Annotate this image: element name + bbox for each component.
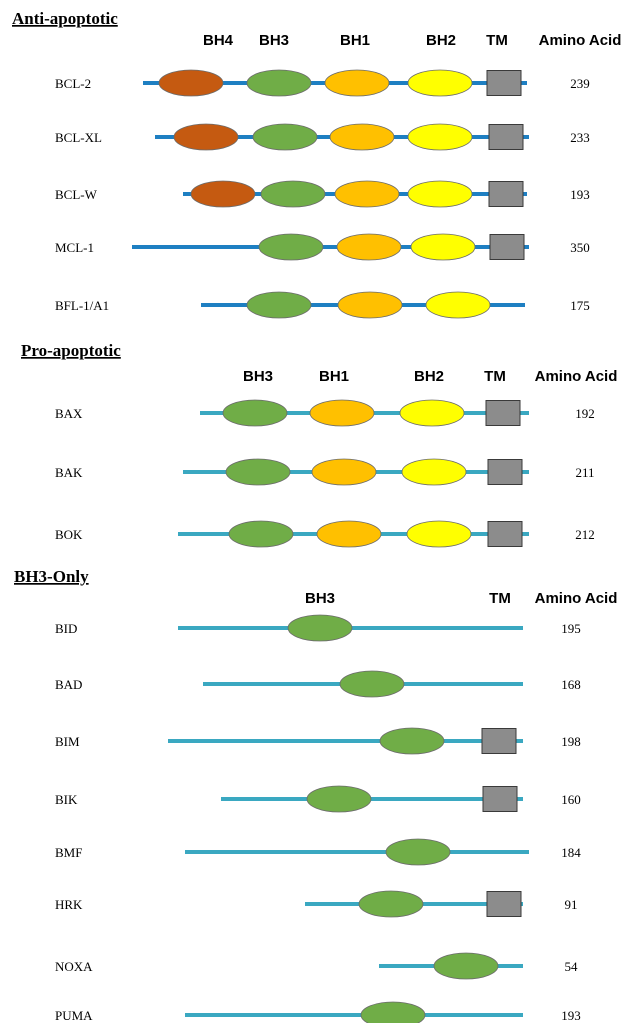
amino-acid-count-bmf: 184 xyxy=(561,845,581,860)
amino-acid-count-bok: 212 xyxy=(575,527,595,542)
bh2-domain-bcl-xl xyxy=(407,123,473,151)
bh1-domain-bak xyxy=(311,458,377,486)
bh2-domain-bcl-2 xyxy=(407,69,473,97)
bh1-domain-bfl-1-a1 xyxy=(337,291,403,319)
protein-name-hrk: HRK xyxy=(55,897,83,912)
column-header-amino-acid: Amino Acid xyxy=(535,590,618,607)
bh3-domain-bfl-1-a1 xyxy=(246,291,312,319)
amino-acid-count-hrk: 91 xyxy=(565,897,578,912)
column-header-bh2: BH2 xyxy=(414,368,444,385)
protein-name-bmf: BMF xyxy=(55,845,82,860)
protein-name-bid: BID xyxy=(55,621,77,636)
tm-domain-bim xyxy=(481,728,517,754)
tm-domain-bok xyxy=(487,521,523,547)
column-header-amino-acid: Amino Acid xyxy=(539,32,622,49)
bh3-domain-bcl-w xyxy=(260,180,326,208)
protein-name-bim: BIM xyxy=(55,734,80,749)
amino-acid-count-puma: 193 xyxy=(561,1008,581,1023)
bh1-domain-bcl-xl xyxy=(329,123,395,151)
bh1-domain-bcl-w xyxy=(334,180,400,208)
column-header-tm: TM xyxy=(489,590,511,607)
amino-acid-count-noxa: 54 xyxy=(565,959,579,974)
amino-acid-count-bim: 198 xyxy=(561,734,581,749)
column-header-bh3: BH3 xyxy=(243,368,273,385)
amino-acid-count-bfl-1-a1: 175 xyxy=(570,298,590,313)
bh2-domain-bfl-1-a1 xyxy=(425,291,491,319)
amino-acid-count-bcl-2: 239 xyxy=(570,76,590,91)
bh3-domain-noxa xyxy=(433,952,499,980)
column-header-tm: TM xyxy=(484,368,506,385)
amino-acid-count-bad: 168 xyxy=(561,677,581,692)
bh3-domain-bmf xyxy=(385,838,451,866)
bh2-domain-bok xyxy=(406,520,472,548)
bh3-domain-bad xyxy=(339,670,405,698)
tm-domain-bcl-xl xyxy=(488,124,524,150)
bh3-domain-mcl-1 xyxy=(258,233,324,261)
section-title-bh3-only: BH3-Only xyxy=(14,567,89,586)
bh3-domain-bid xyxy=(287,614,353,642)
amino-acid-count-bid: 195 xyxy=(561,621,581,636)
tm-domain-bak xyxy=(487,459,523,485)
protein-name-noxa: NOXA xyxy=(55,959,93,974)
bh3-domain-bok xyxy=(228,520,294,548)
protein-name-bcl-w: BCL-W xyxy=(55,187,98,202)
bh3-domain-puma xyxy=(360,1001,426,1023)
section-title-anti-apoptotic: Anti-apoptotic xyxy=(12,9,118,28)
amino-acid-count-bak: 211 xyxy=(575,465,594,480)
protein-name-bik: BIK xyxy=(55,792,78,807)
protein-name-bax: BAX xyxy=(55,406,83,421)
column-header-bh2: BH2 xyxy=(426,32,456,49)
amino-acid-count-bax: 192 xyxy=(575,406,595,421)
bh1-domain-bok xyxy=(316,520,382,548)
column-header-bh4: BH4 xyxy=(203,32,234,49)
column-header-bh1: BH1 xyxy=(319,368,349,385)
bh4-domain-bcl-xl xyxy=(173,123,239,151)
protein-name-bcl-2: BCL-2 xyxy=(55,76,91,91)
bh2-domain-bax xyxy=(399,399,465,427)
column-header-bh3: BH3 xyxy=(305,590,335,607)
protein-name-puma: PUMA xyxy=(55,1008,93,1023)
amino-acid-count-mcl-1: 350 xyxy=(570,240,590,255)
bh1-domain-bcl-2 xyxy=(324,69,390,97)
bh3-domain-bik xyxy=(306,785,372,813)
amino-acid-count-bcl-w: 193 xyxy=(570,187,590,202)
bh1-domain-mcl-1 xyxy=(336,233,402,261)
column-header-bh3: BH3 xyxy=(259,32,289,49)
tm-domain-hrk xyxy=(486,891,522,917)
tm-domain-bcl-w xyxy=(488,181,524,207)
protein-name-bcl-xl: BCL-XL xyxy=(55,130,102,145)
bh4-domain-bcl-w xyxy=(190,180,256,208)
tm-domain-bax xyxy=(485,400,521,426)
column-header-tm: TM xyxy=(486,32,508,49)
protein-name-bad: BAD xyxy=(55,677,82,692)
tm-domain-bik xyxy=(482,786,518,812)
bh1-domain-bax xyxy=(309,399,375,427)
bh2-domain-bcl-w xyxy=(407,180,473,208)
bh3-domain-bax xyxy=(222,399,288,427)
bh4-domain-bcl-2 xyxy=(158,69,224,97)
bh3-domain-hrk xyxy=(358,890,424,918)
bh2-domain-bak xyxy=(401,458,467,486)
tm-domain-bcl-2 xyxy=(486,70,522,96)
amino-acid-count-bcl-xl: 233 xyxy=(570,130,590,145)
bh3-domain-bcl-2 xyxy=(246,69,312,97)
bh3-domain-bcl-xl xyxy=(252,123,318,151)
protein-name-bfl-1-a1: BFL-1/A1 xyxy=(55,298,109,313)
bh3-domain-bak xyxy=(225,458,291,486)
column-header-bh1: BH1 xyxy=(340,32,370,49)
bh3-domain-bim xyxy=(379,727,445,755)
protein-name-mcl-1: MCL-1 xyxy=(55,240,94,255)
tm-domain-mcl-1 xyxy=(489,234,525,260)
bh2-domain-mcl-1 xyxy=(410,233,476,261)
amino-acid-count-bik: 160 xyxy=(561,792,581,807)
protein-name-bok: BOK xyxy=(55,527,83,542)
protein-name-bak: BAK xyxy=(55,465,83,480)
section-title-pro-apoptotic: Pro-apoptotic xyxy=(21,341,121,360)
column-header-amino-acid: Amino Acid xyxy=(535,368,618,385)
